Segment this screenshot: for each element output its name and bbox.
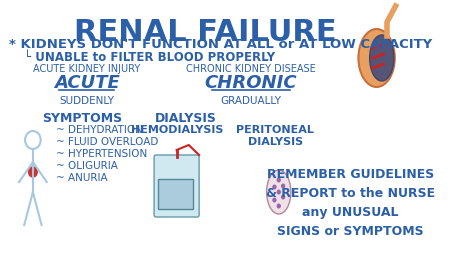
Circle shape <box>277 189 281 194</box>
Text: ~ DEHYDRATION: ~ DEHYDRATION <box>56 125 143 135</box>
Text: RENAL FAILURE: RENAL FAILURE <box>74 18 337 47</box>
Text: SYMPTOMS: SYMPTOMS <box>42 112 122 125</box>
Circle shape <box>277 177 281 182</box>
Circle shape <box>281 194 285 200</box>
FancyBboxPatch shape <box>154 155 199 217</box>
Ellipse shape <box>358 29 395 87</box>
Text: ~ OLIGURIA: ~ OLIGURIA <box>56 161 118 171</box>
Ellipse shape <box>370 35 394 81</box>
Text: DIALYSIS: DIALYSIS <box>155 112 217 125</box>
Text: REMEMBER GUIDELINES
& REPORT to the NURSE
any UNUSUAL
SIGNS or SYMPTOMS: REMEMBER GUIDELINES & REPORT to the NURS… <box>266 168 435 238</box>
Text: ACUTE: ACUTE <box>54 74 119 92</box>
Circle shape <box>28 167 37 177</box>
Text: CHRONIC: CHRONIC <box>205 74 297 92</box>
FancyBboxPatch shape <box>158 179 193 209</box>
Circle shape <box>277 203 281 209</box>
Text: ACUTE KIDNEY INJURY: ACUTE KIDNEY INJURY <box>33 64 140 74</box>
Circle shape <box>272 185 277 189</box>
Circle shape <box>272 197 277 202</box>
Circle shape <box>281 184 285 189</box>
Text: ~ FLUID OVERLOAD: ~ FLUID OVERLOAD <box>56 137 159 147</box>
Text: SUDDENLY: SUDDENLY <box>59 96 114 106</box>
Text: ~ HYPERTENSION: ~ HYPERTENSION <box>56 149 147 159</box>
Text: └ UNABLE to FILTER BLOOD PROPERLY: └ UNABLE to FILTER BLOOD PROPERLY <box>24 51 275 64</box>
Text: * KIDNEYS DON'T FUNCTION AT ALL or AT LOW CAPACITY: * KIDNEYS DON'T FUNCTION AT ALL or AT LO… <box>9 38 432 51</box>
Text: HEMODIALYSIS: HEMODIALYSIS <box>131 125 224 135</box>
Text: GRADUALLY: GRADUALLY <box>220 96 282 106</box>
Ellipse shape <box>267 170 291 214</box>
Text: CHRONIC KIDNEY DISEASE: CHRONIC KIDNEY DISEASE <box>186 64 316 74</box>
Text: PERITONEAL
DIALYSIS: PERITONEAL DIALYSIS <box>237 125 314 147</box>
Text: ~ ANURIA: ~ ANURIA <box>56 173 108 183</box>
